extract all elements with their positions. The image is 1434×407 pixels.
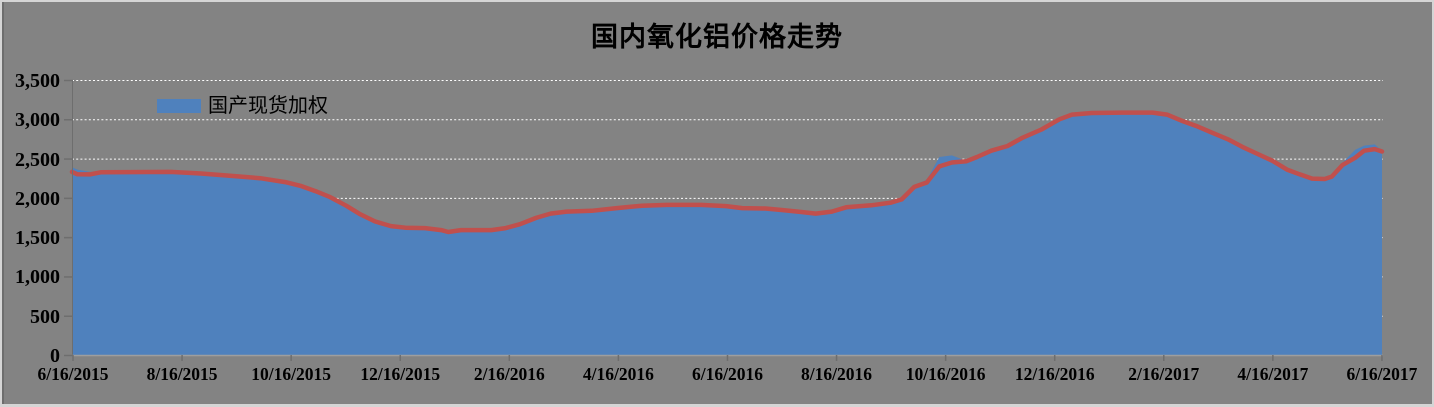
x-axis-label: 8/16/2015 — [146, 364, 218, 384]
y-axis-label: 2,000 — [15, 187, 60, 210]
y-axis-label: 2,500 — [15, 148, 60, 171]
x-axis-label: 10/16/2015 — [251, 364, 332, 384]
legend-swatch-icon — [157, 99, 201, 113]
y-axis-label: 1,000 — [15, 266, 60, 289]
x-axis-label: 12/16/2016 — [1014, 364, 1095, 384]
chart-title: 国内氧化铝价格走势 — [591, 22, 843, 52]
series-line — [69, 110, 1385, 235]
y-axis-label: 3,500 — [15, 70, 60, 92]
x-axis-label: 6/16/2016 — [691, 364, 763, 384]
x-axis-label: 6/16/2015 — [37, 364, 109, 384]
x-axis-label: 4/16/2016 — [582, 364, 654, 384]
x-axis-label: 4/16/2017 — [1237, 364, 1309, 384]
x-axis-label: 8/16/2016 — [801, 364, 873, 384]
series-area — [72, 112, 1382, 355]
x-axis-label: 10/16/2016 — [905, 364, 986, 384]
legend: 国产现货加权 — [157, 96, 328, 116]
legend-label: 国产现货加权 — [208, 95, 328, 117]
x-axis-label: 2/16/2016 — [473, 364, 545, 384]
y-axis-label: 500 — [30, 305, 60, 328]
x-axis-label: 12/16/2015 — [360, 364, 441, 384]
x-axis-label: 6/16/2017 — [1346, 364, 1418, 384]
y-axis-label: 0 — [50, 345, 60, 367]
x-axis-label: 2/16/2017 — [1128, 364, 1200, 384]
y-axis-label: 3,000 — [15, 109, 60, 132]
y-axis-label: 1,500 — [15, 227, 60, 250]
